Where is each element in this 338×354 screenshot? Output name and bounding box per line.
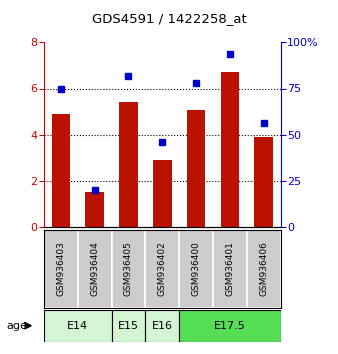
Text: GSM936406: GSM936406 <box>259 241 268 297</box>
Text: GSM936404: GSM936404 <box>90 242 99 296</box>
Bar <box>220 73 239 227</box>
Text: E17.5: E17.5 <box>214 321 246 331</box>
Bar <box>145 230 179 308</box>
Bar <box>153 160 171 227</box>
Bar <box>179 230 213 308</box>
Bar <box>112 230 145 308</box>
Bar <box>179 310 281 342</box>
Bar <box>247 230 281 308</box>
Bar <box>187 110 205 227</box>
Text: E15: E15 <box>118 321 139 331</box>
Bar <box>78 230 112 308</box>
Bar <box>254 137 273 227</box>
Bar <box>112 310 145 342</box>
Text: GSM936405: GSM936405 <box>124 241 133 297</box>
Bar <box>119 102 138 227</box>
Text: GDS4591 / 1422258_at: GDS4591 / 1422258_at <box>92 12 246 25</box>
Bar <box>44 310 112 342</box>
Text: GSM936403: GSM936403 <box>56 241 65 297</box>
Text: GSM936401: GSM936401 <box>225 241 234 297</box>
Text: GSM936402: GSM936402 <box>158 242 167 296</box>
Bar <box>145 310 179 342</box>
Bar <box>44 230 78 308</box>
Text: GSM936400: GSM936400 <box>192 241 200 297</box>
Bar <box>85 192 104 227</box>
Text: E14: E14 <box>67 321 88 331</box>
Text: age: age <box>7 321 28 331</box>
Bar <box>213 230 247 308</box>
Text: E16: E16 <box>152 321 173 331</box>
Bar <box>51 114 70 227</box>
